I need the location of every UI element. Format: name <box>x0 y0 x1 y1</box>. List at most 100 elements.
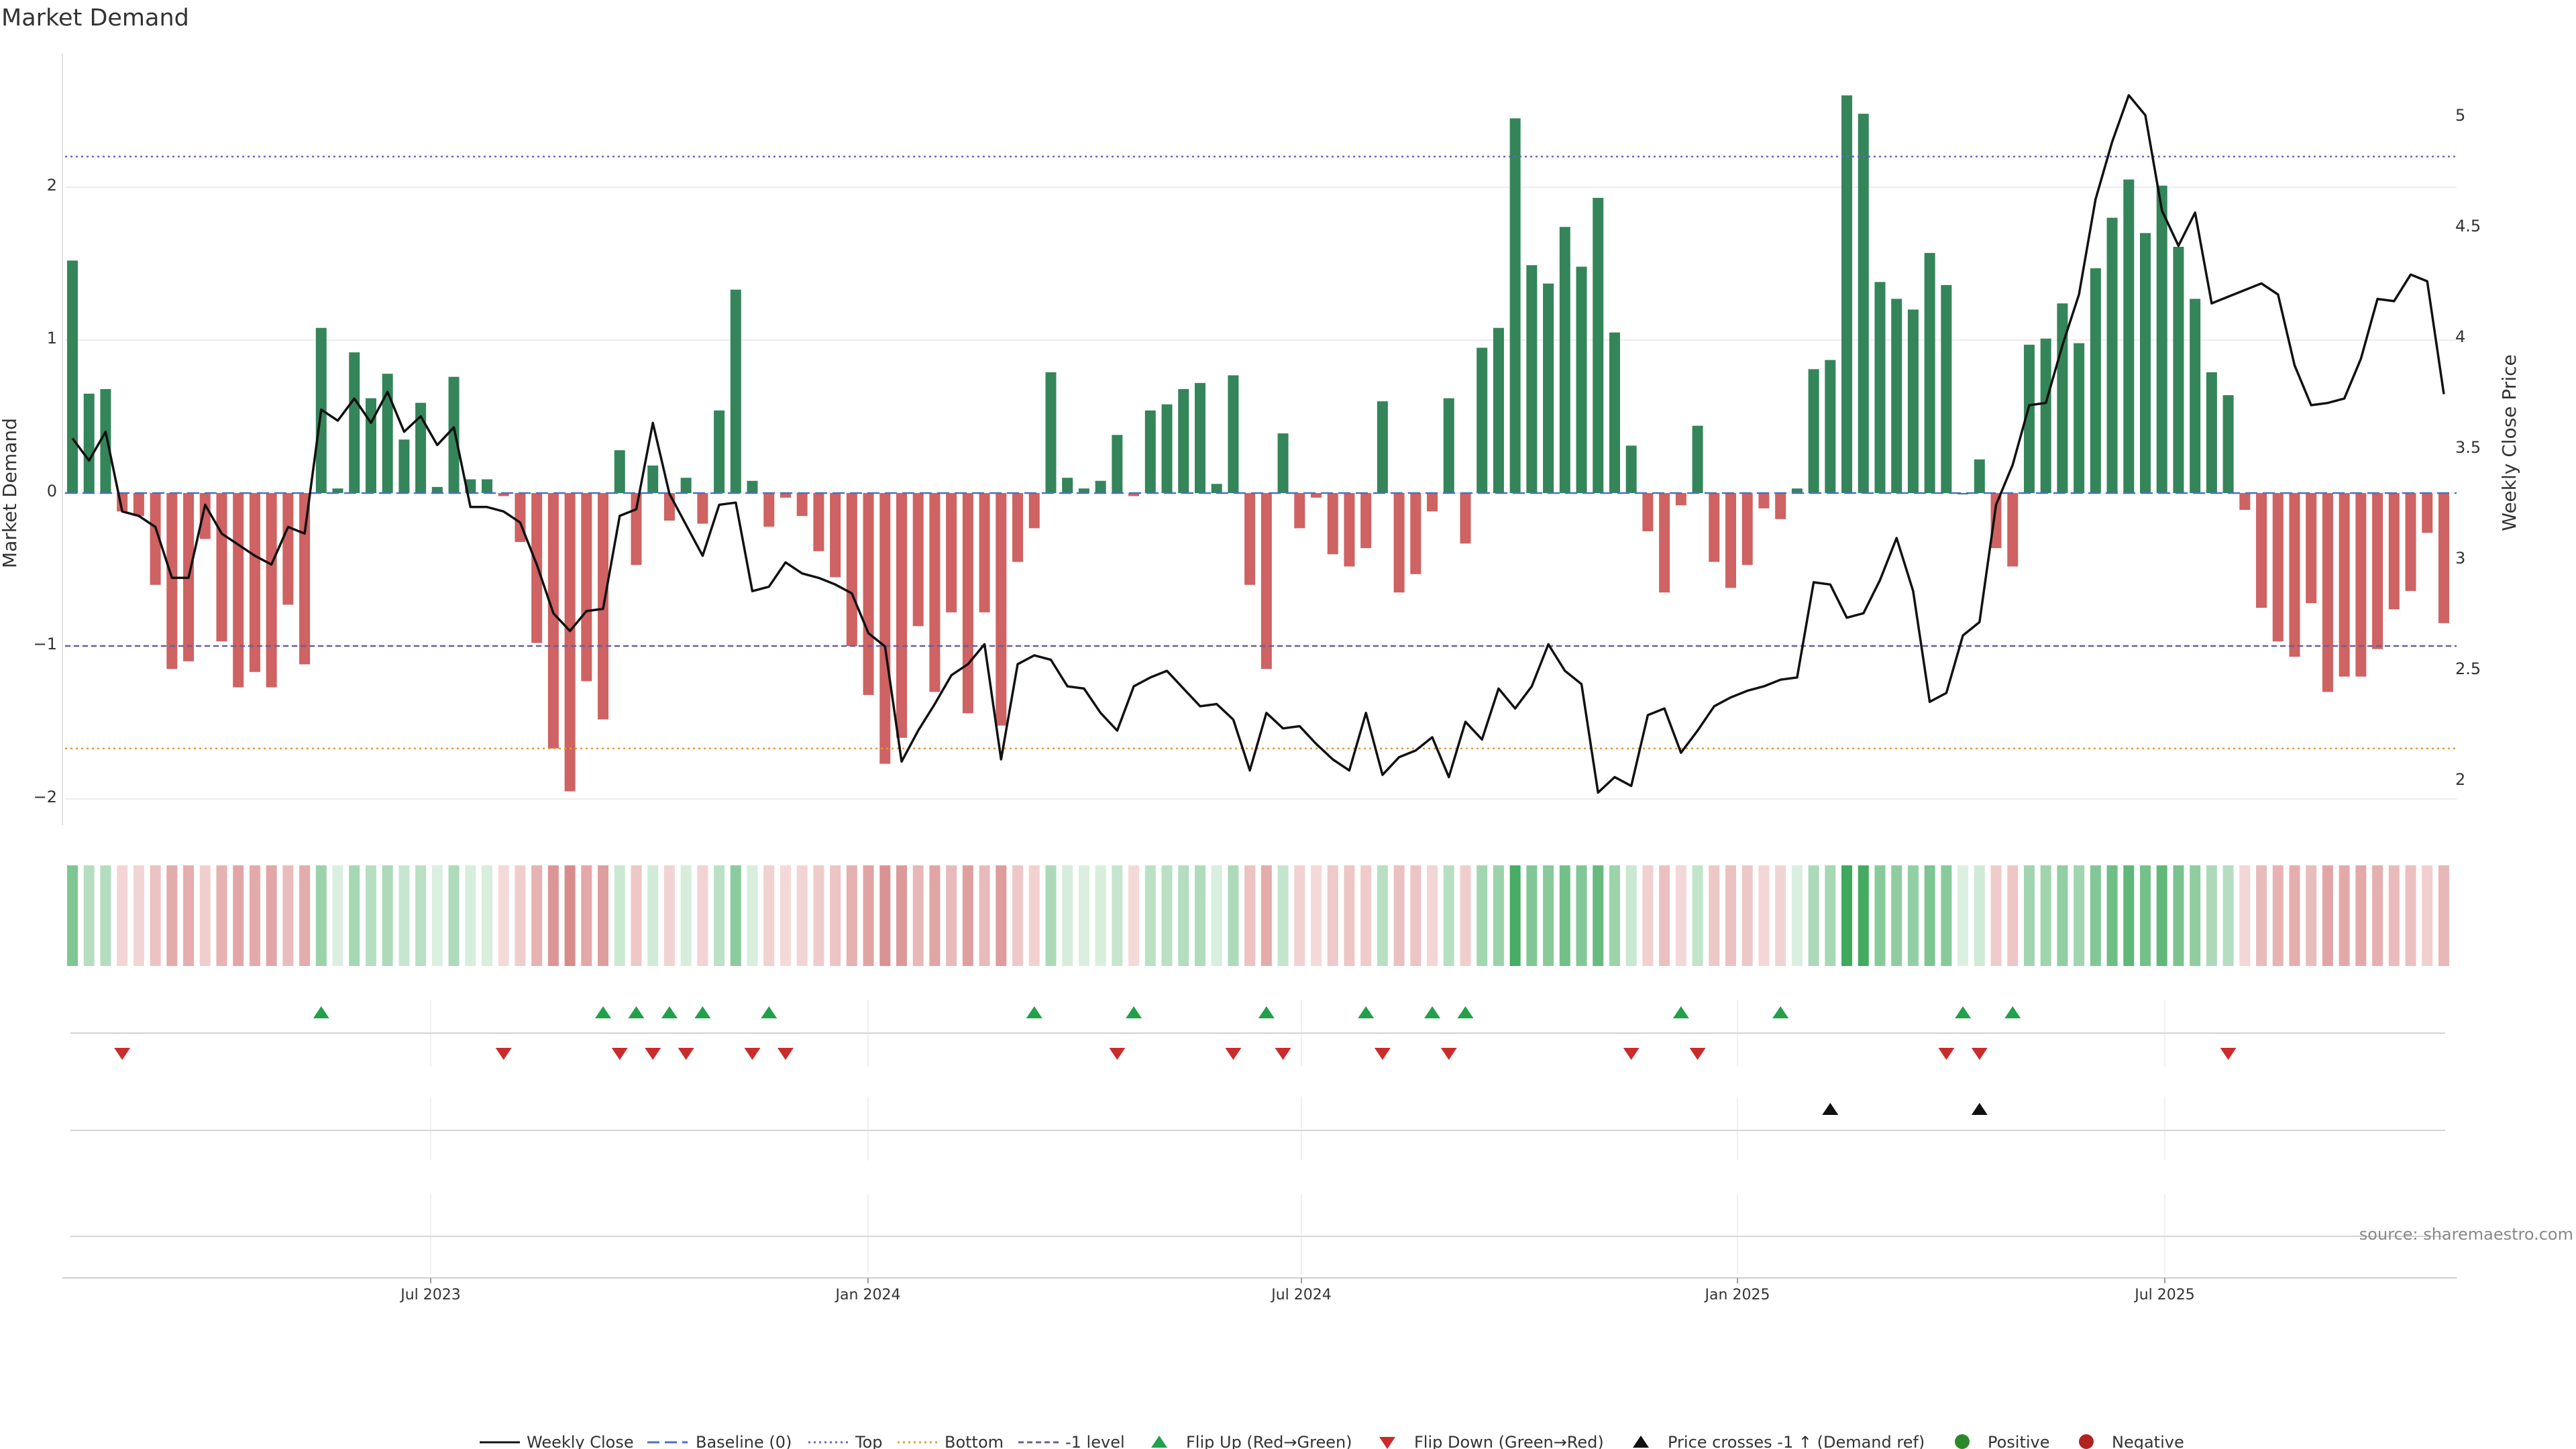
demand-bar <box>2190 299 2201 493</box>
demand-bar <box>647 465 659 493</box>
flip-down-marker <box>744 1048 761 1060</box>
heat-strip-cell <box>1593 865 1604 966</box>
demand-bar <box>332 488 343 493</box>
legend-label: Flip Down (Green→Red) <box>1414 1433 1604 1449</box>
heat-strip-cell <box>1228 865 1239 966</box>
heat-strip-cell <box>1327 865 1338 966</box>
demand-bar <box>1907 309 1919 493</box>
legend-item-flip-up: Flip Up (Red→Green) <box>1151 1433 1352 1449</box>
demand-bar <box>2405 493 2416 591</box>
heat-strip-cell <box>332 865 343 966</box>
demand-bar <box>912 493 924 627</box>
flip-up-marker <box>1424 1006 1441 1018</box>
heat-strip-cell <box>1526 865 1538 966</box>
heat-strip-cell <box>912 865 924 966</box>
heat-strip-cell <box>1957 865 1969 966</box>
flip-down-marker <box>777 1048 794 1060</box>
flip-down-marker <box>1275 1048 1291 1060</box>
price-cross-marker <box>1822 1103 1839 1115</box>
demand-bar <box>1477 347 1488 493</box>
x-tick-label: Jul 2025 <box>2133 1287 2195 1303</box>
heat-strip-cell <box>1393 865 1405 966</box>
demand-bar <box>564 493 576 792</box>
demand-bar <box>1924 253 1935 493</box>
heat-strip-cell <box>2256 865 2267 966</box>
heat-strip-cell <box>2405 865 2416 966</box>
heat-strip-cell <box>581 865 592 966</box>
heat-strip-cell <box>1841 865 1853 966</box>
heat-strip-cell <box>2057 865 2068 966</box>
left-axis-label: Market Demand <box>0 418 21 568</box>
demand-bar <box>1344 493 1355 567</box>
demand-bar <box>1609 332 1620 493</box>
flip-down-marker <box>1440 1048 1457 1060</box>
right-tick-label: 3 <box>2455 549 2465 568</box>
demand-bar <box>1360 493 1372 549</box>
demand-bar <box>1957 493 1969 494</box>
flip-up-marker <box>761 1006 777 1018</box>
demand-bar <box>1709 493 1720 562</box>
heat-strip-cell <box>1311 865 1322 966</box>
demand-bar <box>365 398 376 493</box>
heat-strip-cell <box>2173 865 2184 966</box>
demand-bar <box>1509 118 1521 493</box>
heat-strip-cell <box>1659 865 1670 966</box>
demand-bar <box>1144 410 1156 493</box>
heat-strip-cell <box>830 865 841 966</box>
heat-strip-cell <box>1808 865 1819 966</box>
demand-bar <box>1874 282 1886 493</box>
demand-bar <box>2422 493 2433 533</box>
flip-up-marker <box>595 1006 612 1018</box>
heat-strip-cell <box>1741 865 1753 966</box>
heat-strip-cell <box>349 865 360 966</box>
heat-strip-cell <box>431 865 443 966</box>
demand-bar <box>2040 338 2051 493</box>
demand-bar <box>166 493 178 669</box>
demand-bar <box>498 493 509 496</box>
heat-strip-cell <box>133 865 144 966</box>
heat-strip-cell <box>2123 865 2135 966</box>
flip-up-marker <box>1026 1006 1042 1018</box>
heat-strip-cell <box>1974 865 1985 966</box>
demand-bar <box>2355 493 2367 677</box>
legend-label: Negative <box>2112 1433 2184 1449</box>
heat-strip-cell <box>1360 865 1372 966</box>
heat-strip-cell <box>2372 865 2383 966</box>
demand-bar <box>614 450 625 493</box>
flip-up-marker-icon <box>1151 1436 1167 1448</box>
heat-strip-cell <box>2007 865 2019 966</box>
price-cross-marker <box>1971 1103 1988 1115</box>
heat-strip-cell <box>67 865 78 966</box>
demand-bar <box>1260 493 1272 669</box>
flip-up-marker <box>628 1006 645 1018</box>
demand-bar <box>863 493 874 695</box>
heat-strip-cell <box>2339 865 2350 966</box>
heat-strip-cell <box>1891 865 1902 966</box>
heat-strip-cell <box>315 865 327 966</box>
heat-strip-cell <box>1194 865 1205 966</box>
legend-label: Baseline (0) <box>696 1433 792 1449</box>
weekly-close-line <box>71 94 2445 794</box>
heat-strip-cell <box>531 865 543 966</box>
heat-strip-cell <box>796 865 808 966</box>
heat-strip-cell <box>266 865 277 966</box>
demand-bar <box>962 493 973 714</box>
demand-bar <box>2306 493 2317 604</box>
demand-bar <box>249 493 260 672</box>
legend-label: Price crosses -1 ↑ (Demand ref) <box>1668 1433 1925 1449</box>
heat-strip-cell <box>249 865 260 966</box>
demand-bar <box>547 493 559 749</box>
demand-bar <box>1028 493 1040 529</box>
heat-strip-cell <box>1675 865 1686 966</box>
legend-item-weekly-close: Weekly Close <box>480 1433 634 1449</box>
flip-down-marker <box>1689 1048 1706 1060</box>
heat-strip-cell <box>1244 865 1256 966</box>
chart-title: Market Demand <box>1 5 189 32</box>
heat-strip-cell <box>117 865 128 966</box>
heat-strip-cell <box>365 865 376 966</box>
demand-bar <box>1758 493 1770 508</box>
demand-bar <box>431 486 443 493</box>
negative-dot-icon <box>2079 1434 2094 1449</box>
heat-strip-cell <box>879 865 891 966</box>
demand-bar <box>2206 372 2217 493</box>
